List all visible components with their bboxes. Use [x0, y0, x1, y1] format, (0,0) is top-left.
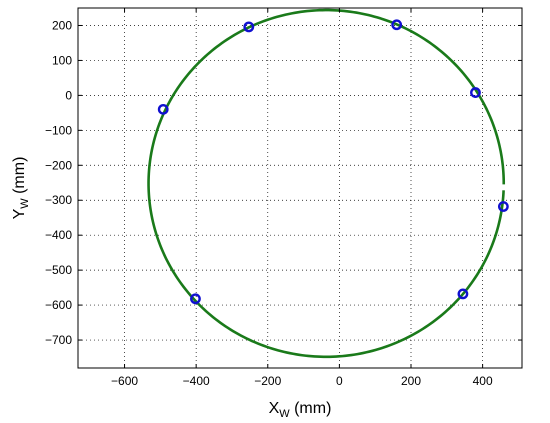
- x-tick-label: −600: [111, 374, 138, 388]
- y-tick-label: −400: [45, 228, 72, 242]
- x-axis-label-main: X: [269, 400, 280, 417]
- data-point: [190, 293, 201, 305]
- y-axis-label-unit: (mm): [11, 157, 28, 199]
- y-tick-label: 100: [52, 53, 72, 67]
- plot-data: [147, 8, 509, 359]
- x-tick-label: 0: [336, 374, 343, 388]
- data-point: [470, 87, 481, 98]
- x-axis-label-unit: (mm): [290, 400, 332, 417]
- x-tick-label: −200: [254, 374, 281, 388]
- data-point: [457, 288, 469, 300]
- axis-ticks: −600 −400 −200 0 200 400 200 100 0 −100 −200 −300 −4…: [45, 8, 522, 388]
- data-point: [391, 19, 403, 31]
- y-tick-label: −500: [45, 263, 72, 277]
- x-axis-label: XW (mm): [269, 400, 332, 420]
- y-axis-label-subscript: W: [19, 198, 31, 209]
- y-axis-label-main: Y: [11, 208, 28, 219]
- y-axis-label: YW (mm): [11, 157, 31, 220]
- y-tick-label: −600: [45, 298, 72, 312]
- circle-trajectory-line: [147, 8, 506, 359]
- y-tick-label: −100: [45, 123, 72, 137]
- plot-frame: [77, 7, 523, 369]
- data-point: [243, 21, 255, 33]
- data-point: [157, 103, 169, 115]
- x-tick-label: 200: [401, 374, 421, 388]
- y-tick-label: 0: [65, 88, 72, 102]
- grid-lines: [78, 8, 522, 368]
- y-tick-label: 200: [52, 18, 72, 32]
- y-tick-label: −300: [45, 193, 72, 207]
- x-axis-label-subscript: W: [279, 408, 290, 420]
- data-point: [497, 201, 509, 212]
- y-tick-label: −200: [45, 158, 72, 172]
- x-tick-label: 400: [473, 374, 493, 388]
- y-tick-label: −700: [45, 333, 72, 347]
- x-tick-label: −400: [183, 374, 210, 388]
